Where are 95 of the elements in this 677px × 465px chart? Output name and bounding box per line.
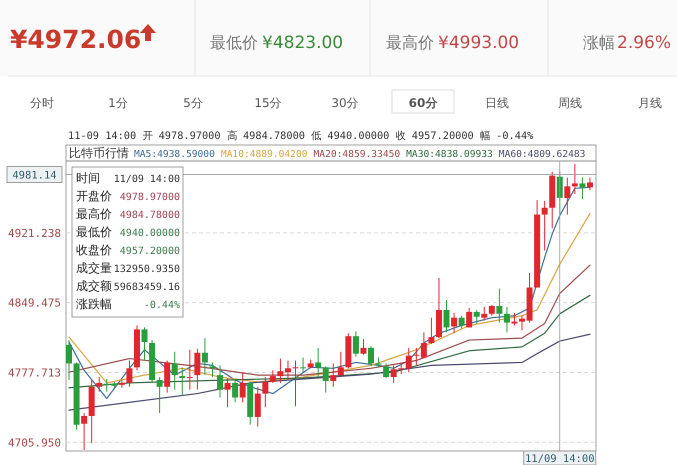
candlestick [194, 348, 200, 390]
annotation: 收盘价 [76, 243, 112, 257]
annotation: 132950.9350 [114, 264, 180, 275]
candlestick [217, 364, 224, 398]
y-tick-label: 4705.950 [8, 436, 61, 450]
text: MA10:4889.04200 [220, 149, 308, 160]
annotation: 涨跌幅 [76, 297, 112, 311]
y-tick-label: 4849.475 [8, 296, 61, 310]
candlestick [172, 351, 178, 390]
annotation: 11/09 14:00 [114, 174, 180, 185]
text: 最高价 [386, 33, 434, 52]
candlestick [262, 376, 268, 408]
candlestick [406, 347, 412, 373]
annotation: 4957.20000 [120, 246, 180, 257]
candlestick [81, 412, 88, 451]
annotation: 4978.97000 [120, 192, 180, 203]
text: 周线 [558, 96, 582, 110]
candlestick [186, 349, 193, 390]
annotation: 开盘价 [76, 189, 112, 203]
candlestick [398, 362, 404, 375]
candlestick [376, 357, 382, 368]
candlestick [586, 177, 593, 191]
candlestick [451, 312, 458, 334]
annotation: 最高价 [76, 207, 112, 221]
annotation: 4984.78000 [120, 210, 180, 221]
text: 2.96% [617, 33, 672, 53]
text: MA20:4859.33450 [314, 149, 400, 160]
candlestick [496, 288, 502, 324]
annotation: -0.44% [144, 300, 180, 311]
text: 5分 [183, 96, 203, 110]
candlestick [232, 379, 238, 403]
candlestick [270, 370, 276, 384]
candlestick [322, 366, 329, 394]
text: 月线 [638, 96, 662, 110]
text: MA30:4838.09933 [406, 149, 494, 160]
candlestick [126, 360, 132, 388]
annotation: 成交量 [76, 261, 112, 275]
annotation: 最低价 [76, 225, 112, 239]
text: 11-09 14:00 开 4978.97000 高 4984.78000 低 4940.00000 收 4957.20000 幅 -0.44% [68, 130, 534, 142]
text: 最低价 [210, 33, 258, 52]
text: MA60:4809.62483 [498, 149, 586, 160]
text: 1分 [108, 96, 128, 110]
candlestick [360, 338, 366, 356]
candlestick [338, 351, 344, 378]
candlestick [504, 306, 510, 333]
text: ¥4993.00 [438, 33, 520, 53]
candlestick [481, 306, 488, 322]
text: 分时 [30, 96, 54, 110]
candlestick [96, 376, 102, 392]
candlestick [352, 330, 359, 358]
candlestick [368, 345, 374, 367]
annotation: 时间 [76, 171, 100, 185]
text: 日线 [485, 96, 509, 110]
annotation: 59683459.16 [114, 282, 180, 293]
candlestick [428, 317, 434, 344]
candlestick [511, 312, 518, 326]
annotation: 成交额 [76, 279, 112, 293]
candlestick [466, 307, 472, 328]
candlestick [179, 366, 186, 396]
candlestick [315, 347, 322, 378]
candlestick [240, 372, 246, 403]
text: 60分 [408, 96, 438, 110]
candlestick [142, 326, 148, 362]
ref-line-label: 4981.14 [12, 170, 57, 182]
text: MA5:4938.59000 [134, 149, 216, 160]
y-tick-label: 4777.713 [8, 366, 61, 380]
candlestick [488, 304, 495, 316]
chart-title: 比特币行情 [69, 146, 129, 160]
text: 30分 [331, 96, 359, 110]
annotation: 4940.00000 [120, 228, 180, 239]
text: ¥4972.06 [10, 25, 142, 54]
text: 15分 [254, 96, 282, 110]
candlestick [66, 340, 72, 380]
candlestick [156, 376, 163, 414]
candlestick [390, 364, 397, 384]
candlestick [579, 177, 586, 200]
candlestick [474, 309, 480, 324]
candlestick [330, 362, 336, 388]
candlestick [564, 177, 570, 216]
candlestick [224, 378, 231, 408]
candlestick [444, 300, 450, 333]
candlestick [254, 386, 261, 428]
candlestick [383, 362, 390, 379]
line-series [68, 334, 591, 411]
candlestick [300, 357, 306, 373]
line-series [68, 294, 591, 388]
y-tick-label: 4921.238 [8, 226, 61, 240]
text: ¥4823.00 [262, 33, 344, 53]
text: 涨幅 [583, 33, 615, 52]
candlestick [572, 163, 578, 195]
candlestick [202, 338, 208, 376]
candlestick [292, 360, 299, 407]
candlestick [458, 315, 465, 329]
candlestick [542, 200, 548, 252]
candlestick [209, 362, 216, 378]
